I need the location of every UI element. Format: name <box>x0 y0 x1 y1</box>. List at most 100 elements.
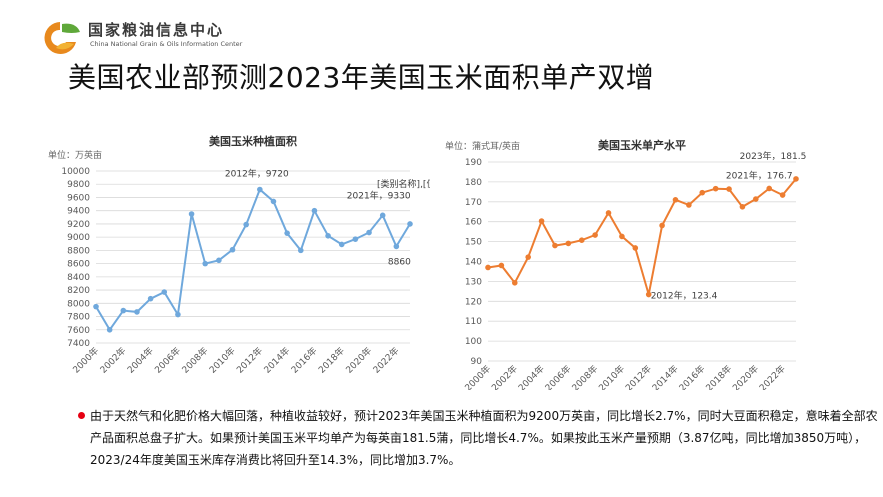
yield-x-tick-label: 2012年 <box>623 363 654 390</box>
yield-data-point <box>578 237 585 244</box>
area-y-tick-label: 9200 <box>67 220 90 230</box>
yield-data-label: 2021年，176.7 <box>726 169 793 181</box>
yield-chart: 美国玉米单产水平 单位：蒲式耳/英亩 90 100 110 120 130 140 150 160… <box>440 125 820 394</box>
yield-x-tick-label: 2016年 <box>676 363 707 390</box>
yield-x-tick-label: 2006年 <box>542 363 573 390</box>
area-x-tick-label: 2022年 <box>370 345 401 376</box>
yield-y-tick-label: 120 <box>465 297 482 307</box>
area-x-tick-label: 2020年 <box>343 345 374 376</box>
area-data-label: 8860 <box>388 257 411 267</box>
yield-data-point <box>525 254 531 260</box>
area-data-point <box>352 236 359 242</box>
area-x-tick-label: 2008年 <box>179 345 210 376</box>
area-data-point <box>257 186 263 193</box>
area-data-point <box>243 221 249 228</box>
yield-data-point <box>592 232 598 238</box>
area-data-point <box>93 303 99 310</box>
yield-y-tick-label: 130 <box>465 277 482 287</box>
area-data-point <box>366 229 372 236</box>
area-y-tick-label: 7400 <box>67 339 90 349</box>
area-x-tick-label: 2006年 <box>152 345 183 376</box>
logo: 国家粮油信息中心 China National Grain & Oils Inf… <box>36 18 286 56</box>
yield-y-tick-label: 140 <box>465 258 482 268</box>
yield-data-label: 2012年，123.4 <box>651 290 718 302</box>
area-data-point <box>161 289 168 295</box>
area-data-point <box>311 207 318 214</box>
yield-y-tick-label: 110 <box>465 317 482 327</box>
yield-data-label: 2023年，181.5 <box>740 150 807 162</box>
yield-data-point <box>672 197 679 203</box>
planted-area-chart: 美国玉米种植面积 单位：万英亩 7400 7600 7800 8000 8200 8400 86… <box>40 125 439 390</box>
yield-data-point <box>538 218 545 224</box>
area-data-point <box>338 241 345 248</box>
header: 国家粮油信息中心 China National Grain & Oils Inf… <box>0 0 883 60</box>
yield-data-point <box>632 245 639 251</box>
area-data-point <box>175 311 181 318</box>
area-data-point <box>134 309 140 315</box>
area-data-point <box>407 221 413 227</box>
area-x-tick-label: 2002年 <box>97 345 128 376</box>
area-data-point <box>120 307 127 314</box>
yield-data-point <box>766 185 773 192</box>
yield-data-point <box>686 202 692 208</box>
area-data-point <box>284 230 290 236</box>
yield-x-tick-label: 2002年 <box>489 363 520 390</box>
area-data-label: [类别名称],[值] <box>377 178 430 190</box>
yield-x-tick-label: 2020年 <box>730 363 761 390</box>
yield-data-point <box>699 189 706 196</box>
area-data-point <box>202 260 209 267</box>
yield-chart-svg: 美国玉米单产水平 单位：蒲式耳/英亩 90 100 110 120 130 140 150 160… <box>445 138 807 394</box>
yield-x-tick-label: 2018年 <box>703 363 734 390</box>
area-y-tick-label: 9400 <box>67 207 90 217</box>
area-y-tick-label: 9600 <box>67 193 90 203</box>
area-chart-title: 美国玉米种植面积 <box>209 134 297 148</box>
yield-series-line <box>487 178 797 295</box>
area-x-tick-label: 2018年 <box>316 345 347 376</box>
area-data-label: 2021年，9330 <box>347 189 411 201</box>
area-y-tick-label: 8000 <box>67 299 90 309</box>
area-data-point <box>379 212 386 219</box>
yield-x-tick-label: 2022年 <box>757 363 788 390</box>
area-y-tick-label: 9000 <box>67 233 90 243</box>
yield-data-point <box>605 210 612 216</box>
area-x-tick-label: 2012年 <box>234 345 265 376</box>
area-y-tick-label: 8400 <box>67 273 90 283</box>
yield-data-point <box>659 222 665 229</box>
yield-data-point <box>712 185 719 192</box>
yield-data-point <box>779 192 786 198</box>
area-data-point <box>229 246 236 253</box>
area-y-tick-label: 8200 <box>67 286 90 296</box>
yield-data-point <box>793 176 799 182</box>
yield-data-point <box>739 203 746 210</box>
yield-data-point <box>753 196 759 202</box>
area-x-tick-label: 2000年 <box>70 345 101 376</box>
yield-y-tick-label: 190 <box>465 158 482 168</box>
yield-y-tick-label: 170 <box>465 198 482 208</box>
logo-name: 国家粮油信息中心 <box>88 21 225 39</box>
area-x-tick-label: 2016年 <box>289 345 320 376</box>
yield-chart-title: 美国玉米单产水平 <box>598 138 686 152</box>
yield-y-tick-label: 100 <box>465 337 482 347</box>
area-data-point <box>393 243 400 250</box>
area-data-point <box>325 233 331 239</box>
yield-data-point <box>485 264 491 271</box>
yield-data-point <box>511 279 518 286</box>
yield-data-point <box>645 291 652 298</box>
area-data-point <box>147 295 154 302</box>
footnote-paragraph: 由于天然气和化肥价格大幅回落，种植收益较好，预计2023年美国玉米种植面积为92… <box>78 405 880 471</box>
yield-data-point <box>565 240 572 247</box>
bullet-icon <box>78 412 85 419</box>
area-y-tick-label: 7600 <box>67 326 90 336</box>
footnote-text: 由于天然气和化肥价格大幅回落，种植收益较好，预计2023年美国玉米种植面积为92… <box>90 409 878 467</box>
yield-x-tick-label: 2004年 <box>516 363 547 390</box>
area-y-tick-label: 10000 <box>61 167 90 177</box>
yield-data-point <box>726 186 732 192</box>
yield-y-tick-label: 160 <box>465 218 482 228</box>
yield-x-tick-label: 2014年 <box>650 363 681 390</box>
area-y-axis-label: 单位：万英亩 <box>48 149 102 161</box>
yield-y-tick-label: 180 <box>465 178 482 188</box>
yield-y-tick-label: 90 <box>471 357 483 367</box>
page-title: 美国农业部预测2023年美国玉米面积单产双增 <box>68 61 655 94</box>
yield-y-axis-label: 单位：蒲式耳/英亩 <box>445 140 520 152</box>
